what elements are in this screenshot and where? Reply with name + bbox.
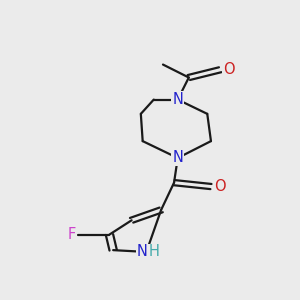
Text: O: O xyxy=(223,62,235,77)
Text: F: F xyxy=(68,227,76,242)
Text: N: N xyxy=(172,92,183,107)
Text: O: O xyxy=(214,179,226,194)
Text: N: N xyxy=(172,151,183,166)
Text: N: N xyxy=(136,244,147,260)
Text: H: H xyxy=(149,244,160,260)
